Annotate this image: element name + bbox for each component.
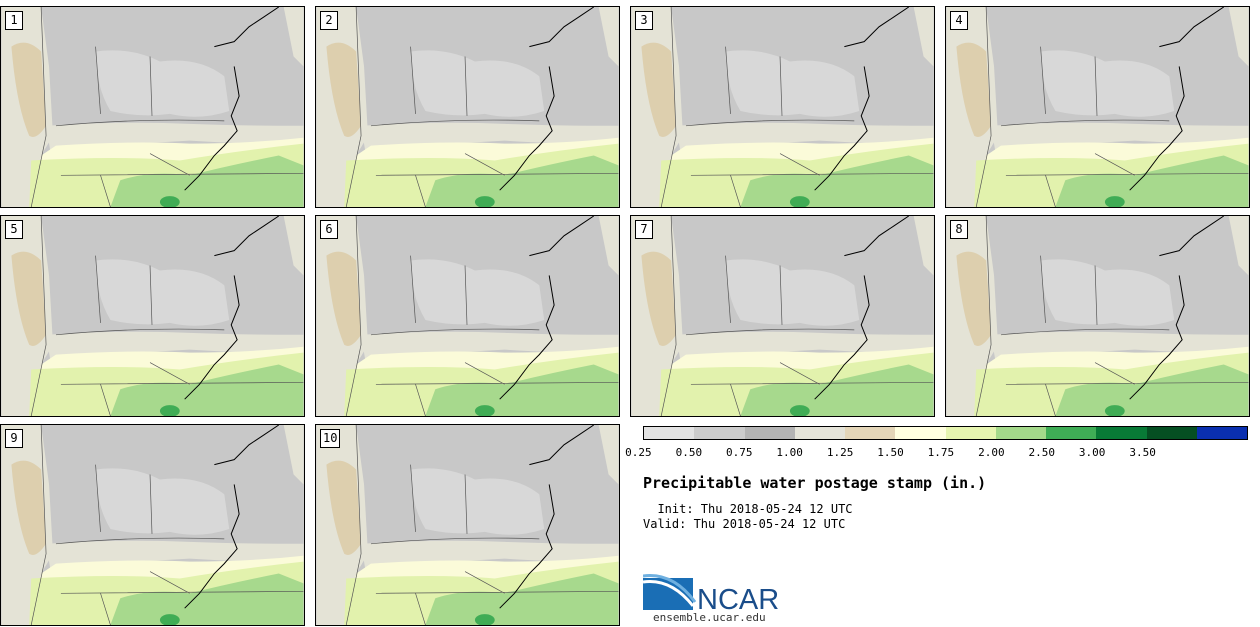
legend-swatch-6 (895, 427, 946, 439)
legend-tick-label: 1.25 (826, 446, 854, 459)
legend-tick-label: 3.00 (1078, 446, 1106, 459)
member-panel-1: 1 (0, 6, 305, 208)
precipitable-water-map (316, 7, 619, 207)
member-number: 7 (635, 220, 653, 239)
precipitable-water-map (316, 216, 619, 416)
member-number: 5 (5, 220, 23, 239)
ncar-logo-text: NCAR (697, 584, 779, 612)
member-panel-6: 6 (315, 215, 620, 417)
member-panel-2: 2 (315, 6, 620, 208)
legend-tick-label: 0.25 (625, 446, 652, 459)
legend-swatch-11 (1146, 427, 1197, 439)
member-number: 2 (320, 11, 338, 30)
precipitable-water-map (316, 425, 619, 625)
chart-title: Precipitable water postage stamp (in.) (643, 474, 987, 492)
legend-swatch-2 (694, 427, 745, 439)
member-panel-3: 3 (630, 6, 935, 208)
legend-swatch-10 (1096, 427, 1147, 439)
legend-tick-label: 3.50 (1129, 446, 1156, 459)
legend-tick-label: 1.00 (776, 446, 803, 459)
legend-swatch-9 (1046, 427, 1097, 439)
init-time: Init: Thu 2018-05-24 12 UTC (643, 502, 853, 516)
member-panel-5: 5 (0, 215, 305, 417)
legend-swatch-3 (744, 427, 795, 439)
ncar-logo: NCAR (642, 572, 793, 616)
member-number: 10 (320, 429, 341, 448)
legend-swatch-4 (794, 427, 845, 439)
valid-time: Valid: Thu 2018-05-24 12 UTC (643, 517, 846, 531)
legend-tick-label: 0.50 (675, 446, 703, 459)
precipitable-water-map (1, 216, 304, 416)
precipitable-water-map (631, 216, 934, 416)
member-panel-4: 4 (945, 6, 1250, 208)
precipitable-water-map (946, 7, 1249, 207)
member-number: 6 (320, 220, 338, 239)
member-number: 4 (950, 11, 968, 30)
ncar-logo-icon: NCAR (642, 574, 779, 616)
precipitable-water-map (1, 425, 304, 625)
member-panel-10: 10 (315, 424, 620, 626)
legend-swatch-5 (845, 427, 896, 439)
legend-tick-label: 2.50 (1028, 446, 1056, 459)
precipitable-water-map (1, 7, 304, 207)
precipitable-water-map (631, 7, 934, 207)
legend-swatch-12 (1196, 427, 1247, 439)
legend-tick-label: 1.75 (927, 446, 955, 459)
member-panel-7: 7 (630, 215, 935, 417)
member-number: 9 (5, 429, 23, 448)
member-number: 3 (635, 11, 653, 30)
member-panel-9: 9 (0, 424, 305, 626)
legend-swatch-1 (644, 427, 695, 439)
legend-tick-label: 2.00 (978, 446, 1005, 459)
legend-swatch-7 (945, 427, 996, 439)
member-panel-8: 8 (945, 215, 1250, 417)
member-number: 1 (5, 11, 23, 30)
member-number: 8 (950, 220, 968, 239)
legend-tick-label: 0.75 (726, 446, 753, 459)
legend-tick-label: 1.50 (877, 446, 904, 459)
precipitable-water-map (946, 216, 1249, 416)
website-url: ensemble.ucar.edu (653, 611, 766, 624)
legend-swatch-8 (995, 427, 1046, 439)
color-legend (643, 426, 1248, 440)
